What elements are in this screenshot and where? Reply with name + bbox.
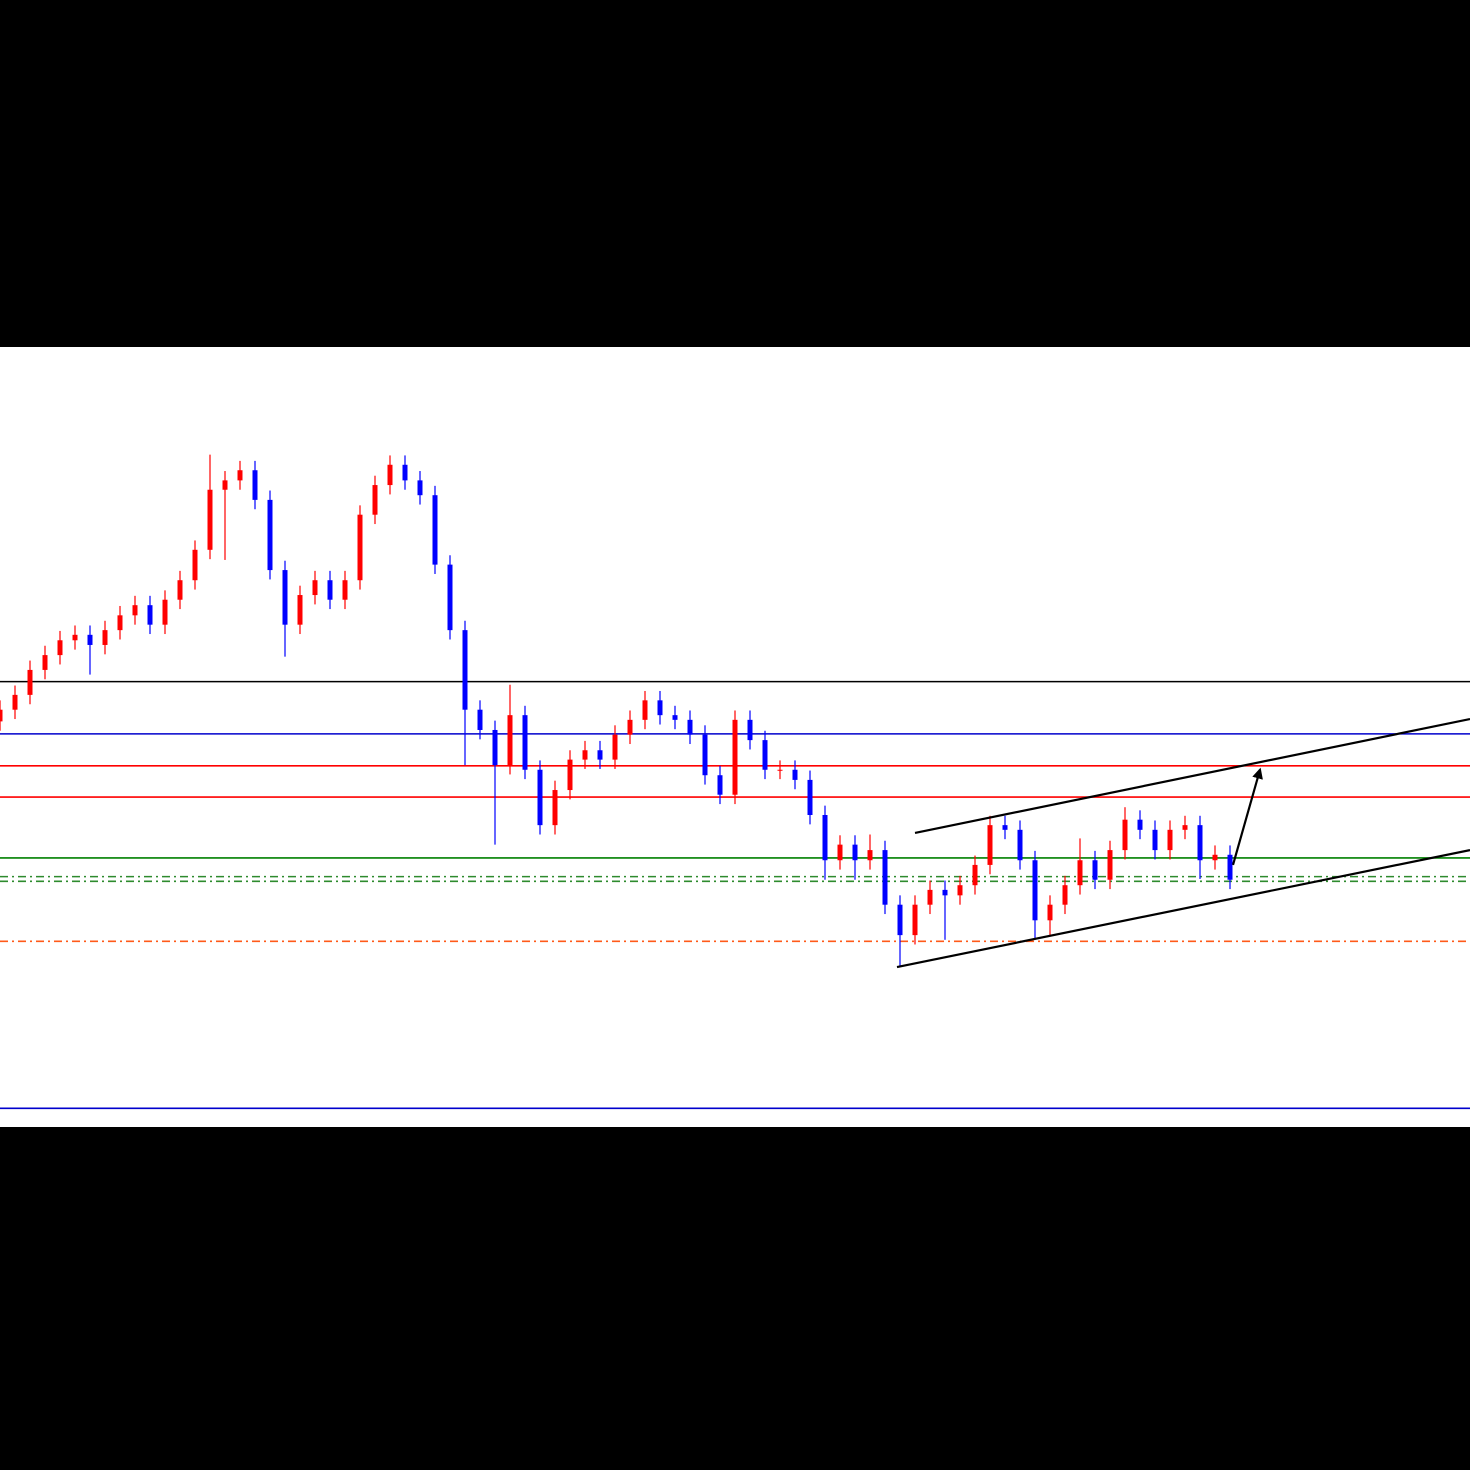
candle-body (897, 904, 903, 936)
candle-body (1017, 829, 1023, 861)
candle-body (312, 580, 318, 596)
candle-body (1167, 829, 1173, 851)
candle-body (177, 580, 183, 600)
candle-body (417, 480, 423, 496)
candle-body (837, 844, 843, 861)
candle-body (1197, 825, 1203, 861)
candle-body (687, 719, 693, 735)
candle-body (522, 715, 528, 770)
candle-body (582, 750, 588, 760)
candle-body (492, 729, 498, 766)
candle-body (867, 850, 873, 861)
candle-body (777, 769, 783, 771)
candle-body (1062, 885, 1068, 905)
candle-body (72, 634, 78, 641)
candle-body (462, 630, 468, 710)
candle-body (87, 634, 93, 645)
candle-body (387, 464, 393, 486)
candle-body (792, 769, 798, 780)
candle-body (1047, 904, 1053, 921)
candle-body (117, 615, 123, 631)
candle-body (507, 715, 513, 766)
candle-body (807, 779, 813, 815)
candle-body (852, 844, 858, 861)
candle-body (717, 775, 723, 795)
candle-body (57, 640, 63, 656)
candle-body (222, 480, 228, 490)
candle-body (357, 514, 363, 581)
candle-body (942, 889, 948, 896)
candle-body (1152, 829, 1158, 851)
candle-body (1107, 850, 1113, 880)
candle-body (1032, 860, 1038, 921)
candle-body (432, 495, 438, 565)
candle-body (747, 719, 753, 741)
candle-body (327, 580, 333, 600)
candle-body (672, 715, 678, 720)
candle-body (132, 605, 138, 616)
candle-body (102, 630, 108, 645)
candle-body (987, 825, 993, 865)
candle-body (1122, 819, 1128, 851)
candle-body (552, 790, 558, 826)
candle-body (162, 599, 168, 625)
candle-body (822, 815, 828, 861)
candle-body (447, 564, 453, 631)
candle-body (342, 580, 348, 600)
candle-body (207, 489, 213, 550)
candle-body (0, 709, 3, 722)
candle-body (297, 595, 303, 625)
candle-body (477, 709, 483, 730)
candle-body (1137, 819, 1143, 830)
candle-body (42, 655, 48, 670)
candle-body (282, 570, 288, 625)
candle-body (147, 605, 153, 625)
candle-body (732, 719, 738, 795)
candle-body (1092, 860, 1098, 880)
candle-body (192, 549, 198, 581)
arrow (1231, 767, 1263, 866)
trend-line (914, 717, 1470, 835)
candle-body (252, 470, 258, 500)
candle-body (267, 499, 273, 571)
candle-body (1182, 825, 1188, 830)
candle-body (912, 904, 918, 936)
candle-body (1212, 854, 1218, 861)
candle-body (927, 889, 933, 905)
candle-body (1227, 854, 1233, 880)
candle-body (972, 864, 978, 886)
candle-body (1077, 860, 1083, 886)
candle-body (237, 470, 243, 481)
candle-body (27, 669, 33, 695)
candle-body (372, 485, 378, 515)
candle-body (1002, 825, 1008, 830)
candle-body (882, 850, 888, 905)
candle-body (957, 885, 963, 896)
candle-body (597, 750, 603, 760)
candle-body (12, 694, 18, 710)
candle-body (612, 734, 618, 760)
candle-body (702, 734, 708, 776)
candle-body (657, 700, 663, 716)
trend-line (896, 849, 1470, 969)
candle-body (642, 700, 648, 720)
candle-body (762, 740, 768, 770)
candle-body (402, 464, 408, 481)
candle-body (627, 719, 633, 735)
candle-body (567, 759, 573, 791)
candle-body (537, 769, 543, 826)
